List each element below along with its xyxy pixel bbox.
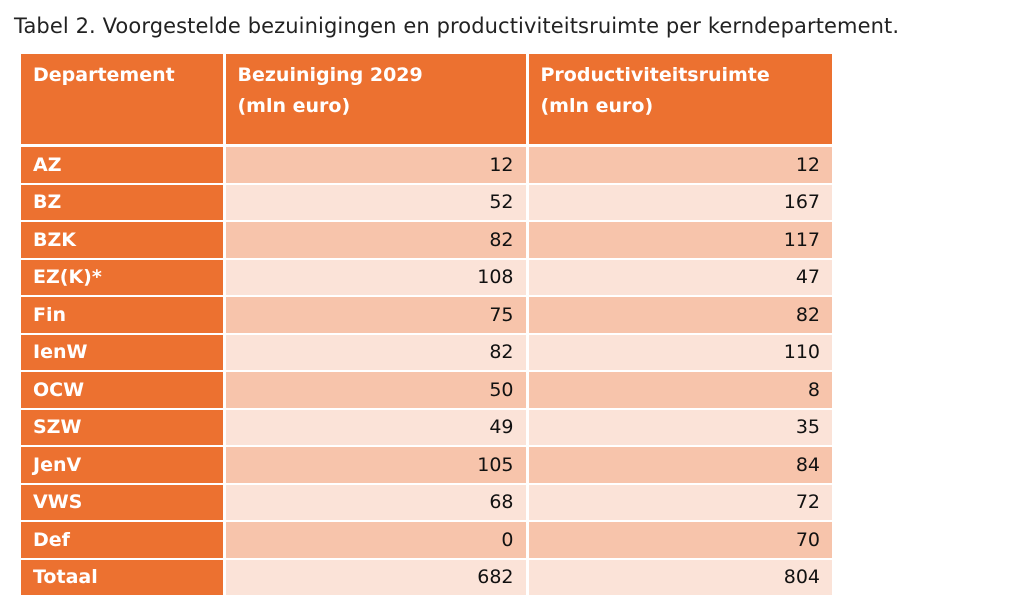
column-header-cut-line1: Bezuiniging 2029 <box>238 64 423 86</box>
table-caption: Tabel 2. Voorgestelde bezuinigingen en p… <box>14 14 899 38</box>
cell-productivity: 47 <box>527 259 832 297</box>
column-header-cut-line2: (mln euro) <box>238 95 351 117</box>
cell-department: Def <box>21 521 224 559</box>
cell-productivity: 72 <box>527 484 832 522</box>
cell-department: SZW <box>21 409 224 447</box>
cell-cut-2029: 82 <box>224 334 527 372</box>
cell-cut-2029: 105 <box>224 446 527 484</box>
cell-productivity: 110 <box>527 334 832 372</box>
cell-productivity: 84 <box>527 446 832 484</box>
cell-department: BZK <box>21 221 224 259</box>
cell-productivity: 70 <box>527 521 832 559</box>
cell-department: OCW <box>21 371 224 409</box>
cell-productivity: 35 <box>527 409 832 447</box>
cell-department: AZ <box>21 146 224 184</box>
cell-cut-2029: 12 <box>224 146 527 184</box>
cell-productivity: 8 <box>527 371 832 409</box>
cell-productivity: 117 <box>527 221 832 259</box>
column-header-productivity: Productiviteitsruimte (mln euro) <box>527 54 832 146</box>
column-header-productivity-line1: Productiviteitsruimte <box>541 64 770 86</box>
cell-productivity: 82 <box>527 296 832 334</box>
column-header-cut: Bezuiniging 2029 (mln euro) <box>224 54 527 146</box>
cell-department: JenV <box>21 446 224 484</box>
cell-productivity: 804 <box>527 559 832 595</box>
cell-department: BZ <box>21 184 224 222</box>
cell-cut-2029: 75 <box>224 296 527 334</box>
cell-department: VWS <box>21 484 224 522</box>
cell-cut-2029: 0 <box>224 521 527 559</box>
cell-cut-2029: 50 <box>224 371 527 409</box>
budget-table: Departement Bezuiniging 2029 (mln euro) … <box>21 54 832 595</box>
cell-department: IenW <box>21 334 224 372</box>
column-header-productivity-line2: (mln euro) <box>541 95 654 117</box>
cell-productivity: 167 <box>527 184 832 222</box>
cell-department: EZ(K)* <box>21 259 224 297</box>
cell-cut-2029: 52 <box>224 184 527 222</box>
table-header-row: Departement Bezuiniging 2029 (mln euro) … <box>21 54 832 146</box>
column-header-department: Departement <box>21 54 224 146</box>
cell-cut-2029: 108 <box>224 259 527 297</box>
cell-department: Fin <box>21 296 224 334</box>
cell-cut-2029: 68 <box>224 484 527 522</box>
cell-productivity: 12 <box>527 146 832 184</box>
cell-cut-2029: 682 <box>224 559 527 595</box>
cell-cut-2029: 49 <box>224 409 527 447</box>
cell-department: Totaal <box>21 559 224 595</box>
column-header-department-label: Departement <box>33 64 175 86</box>
cell-cut-2029: 82 <box>224 221 527 259</box>
